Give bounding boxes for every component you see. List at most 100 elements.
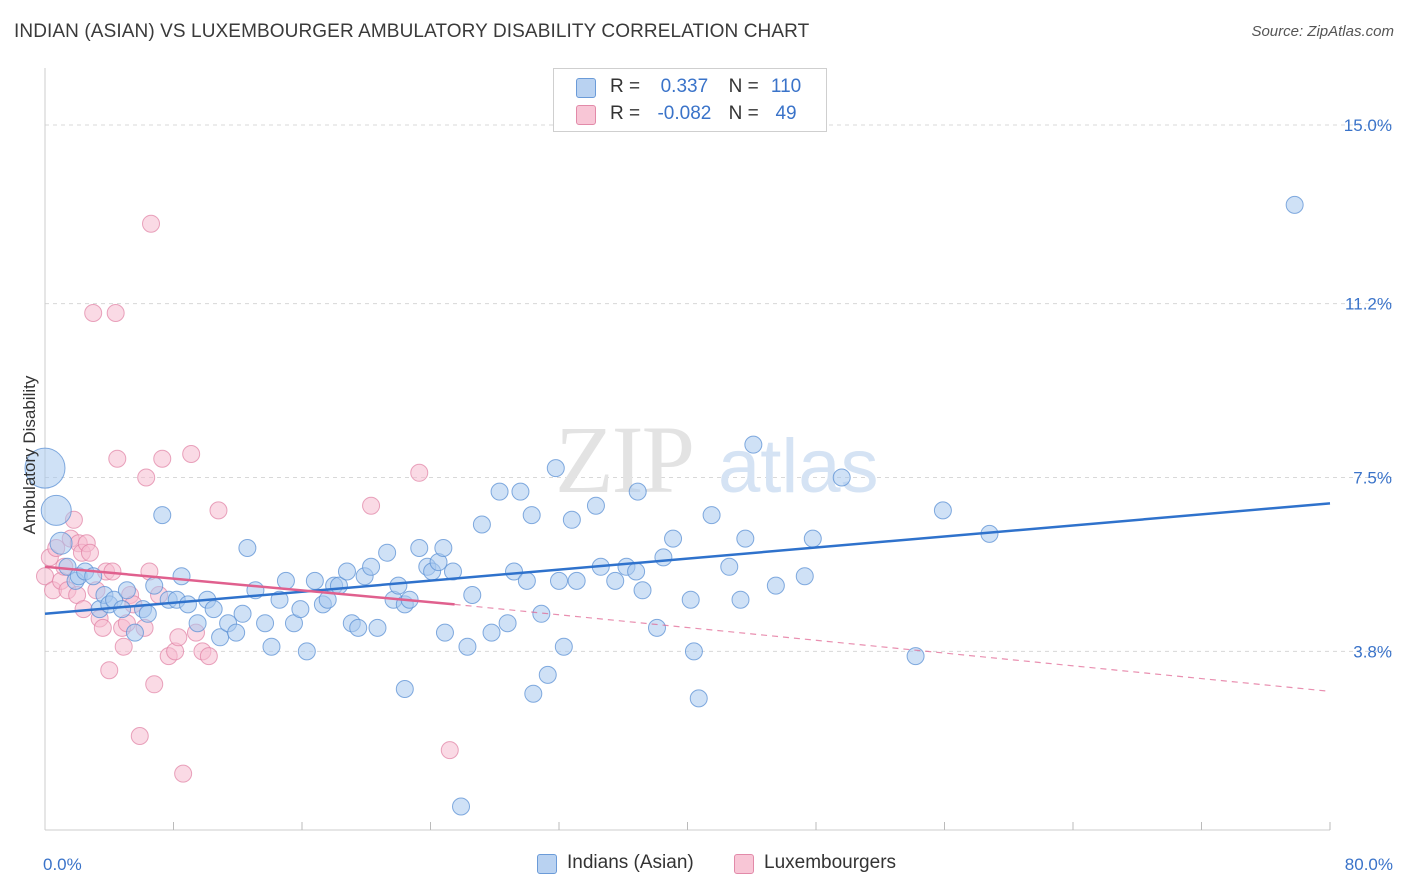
indian-asian-point <box>227 623 246 642</box>
indian-asian-point <box>113 600 132 619</box>
indian-asian-point <box>291 600 310 619</box>
indian-asian-point <box>532 604 551 623</box>
indian-asian-point <box>434 539 453 557</box>
indian-asian-point <box>567 571 586 590</box>
indian-asian-point <box>517 571 536 590</box>
indian-asian-point <box>276 571 295 590</box>
indian-asian-point <box>546 459 565 478</box>
indian-asian-point <box>562 510 581 529</box>
indian-asian-point <box>24 447 66 489</box>
legend-n-label: N = <box>728 103 759 124</box>
indian-asian-point <box>458 637 477 656</box>
luxembourger-point <box>199 647 218 666</box>
indian-asian-point <box>117 581 136 600</box>
indian-asian-point <box>337 562 356 581</box>
legend-row-luxembourger: R = -0.082 N = 49 <box>554 101 826 127</box>
indian-asian-point <box>720 557 739 576</box>
luxembourger-point <box>137 468 156 487</box>
indian-asian-trend-line <box>44 502 1331 616</box>
indian-asian-point <box>145 576 164 595</box>
indian-asian-point <box>681 590 700 609</box>
y-tick-label: 3.8% <box>1353 642 1392 661</box>
bottom-legend-swatch-pink <box>734 854 754 874</box>
bottom-legend-swatch-blue <box>537 854 557 874</box>
indian-asian-point <box>702 506 721 525</box>
y-tick-label: 7.5% <box>1353 469 1392 488</box>
indian-asian-point <box>554 637 573 656</box>
trend-lines <box>44 502 1331 692</box>
indian-asian-point <box>606 571 625 590</box>
luxembourger-point <box>80 543 99 562</box>
luxembourger-trend-extension <box>454 603 1331 692</box>
indian-asian-point <box>138 604 157 623</box>
grid-lines <box>45 124 1392 652</box>
y-tick-label: 11.2% <box>1345 295 1392 314</box>
x-tick-label: 80.0% <box>1345 855 1393 874</box>
indian-asian-point <box>435 623 454 642</box>
bottom-legend-label-indian: Indians (Asian) <box>567 852 694 873</box>
indian-asian-point <box>40 494 72 526</box>
indian-asian-point <box>538 665 557 684</box>
indian-asian-point <box>832 468 851 487</box>
legend-row-indian: R = 0.337 N = 110 <box>554 74 826 100</box>
indian-asian-point <box>1285 195 1304 214</box>
indian-asian-point <box>633 581 652 600</box>
luxembourger-trend-line <box>44 565 455 606</box>
indian-asian-point <box>188 614 207 633</box>
luxembourger-point <box>142 214 161 233</box>
indian-asian-point <box>463 586 482 604</box>
luxembourger-point <box>410 463 429 482</box>
indian-asian-point <box>49 531 73 555</box>
y-tick-label: 15.0% <box>1344 116 1392 135</box>
bottom-legend-label-luxembourger: Luxembourgers <box>764 852 897 873</box>
indian-asian-point <box>482 623 501 642</box>
indian-asian-point <box>933 501 952 520</box>
legend-swatch-blue <box>576 78 596 98</box>
watermark: ZIP atlas <box>555 406 879 513</box>
indian-asian-point <box>524 684 543 703</box>
indian-asian-point <box>906 647 925 666</box>
indian-asian-point <box>664 529 683 548</box>
indian-asian-point <box>803 529 822 548</box>
indian-asian-point <box>256 614 275 633</box>
watermark-zip: ZIP <box>555 406 693 513</box>
indian-asian-point <box>153 506 172 525</box>
source-label: Source: ZipAtlas.com <box>1251 23 1394 40</box>
luxembourger-point <box>108 449 127 468</box>
chart-title: INDIAN (ASIAN) VS LUXEMBOURGER AMBULATOR… <box>14 21 810 42</box>
legend-r-value: -0.082 <box>657 103 712 124</box>
indian-asian-point <box>270 590 289 609</box>
indian-asian-point <box>647 618 666 637</box>
y-tick-labels: 3.8% 7.5% 11.2% 15.0% <box>1344 116 1392 661</box>
indian-asian-point <box>410 539 429 557</box>
indian-asian-point <box>395 680 414 698</box>
x-tick-labels: 0.0% 80.0% <box>43 855 1393 874</box>
indian-asian-point <box>627 562 646 581</box>
indian-asian-point <box>378 543 397 562</box>
luxembourger-point <box>130 727 149 745</box>
indian-asian-point <box>490 482 509 501</box>
indian-asian-point <box>736 529 755 548</box>
indian-asian-point <box>362 557 381 576</box>
legend-r-value: 0.337 <box>660 76 709 97</box>
y-axis-label: Ambulatory Disability <box>20 375 39 534</box>
luxembourger-point <box>114 637 133 656</box>
legend-r-label: R = <box>610 76 641 97</box>
indian-asian-point <box>689 689 708 708</box>
indian-asian-point <box>443 562 462 581</box>
indian-asian-point <box>125 623 144 642</box>
luxembourger-point <box>84 304 103 322</box>
indian-asian-point <box>349 618 368 637</box>
luxembourger-point <box>440 741 459 760</box>
indian-asian-point <box>238 539 257 557</box>
indian-asian-point <box>766 576 785 595</box>
legend-n-value: 49 <box>775 103 797 124</box>
legend-swatch-pink <box>576 105 596 125</box>
indian-asian-point <box>262 637 281 656</box>
indian-asian-point <box>498 614 517 633</box>
indian-asian-point <box>452 797 471 816</box>
x-tick-label: 0.0% <box>43 855 82 874</box>
indian-asian-point <box>628 482 647 501</box>
indian-asian-point <box>172 567 191 586</box>
